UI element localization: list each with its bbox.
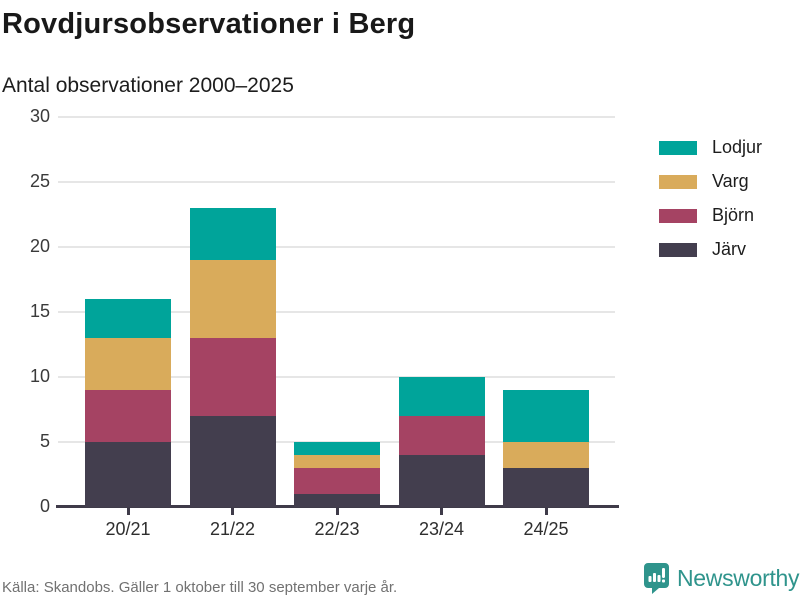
x-tick (231, 508, 234, 515)
bar-segment-21-22-lodjur (189, 208, 276, 260)
gridline-y-25 (58, 181, 615, 183)
x-tick-label: 24/25 (523, 519, 569, 539)
legend-label: Varg (712, 171, 749, 191)
bar-segment-20-21-lodjur (85, 299, 171, 338)
bar-segment-23-24-lodjur (398, 377, 485, 416)
x-tick (126, 508, 130, 515)
newsworthy-wordmark: Newsworthy (677, 565, 800, 591)
chart-subtitle: Antal observationer 2000–2025 (2, 74, 294, 97)
bar-segment-24-25-järv (503, 468, 589, 507)
y-tick-label: 30 (29, 106, 50, 126)
legend-label: Järv (712, 239, 747, 259)
bar-segment-20-21-järv (85, 442, 171, 507)
newsworthy-bubble-icon (644, 563, 669, 594)
gridline-y-10 (58, 376, 615, 378)
y-tick-label: 15 (29, 301, 50, 321)
bar-segment-24-25-lodjur (503, 390, 589, 442)
legend-item-varg: Varg (659, 171, 762, 192)
page-title: Rovdjursobservationer i Berg (2, 8, 416, 40)
bar-segment-22-23-björn (294, 468, 380, 494)
legend-swatch-varg (659, 174, 697, 189)
legend-swatch-björn (659, 208, 697, 223)
bar-segment-22-23-lodjur (294, 442, 380, 455)
y-tick-label: 20 (29, 236, 50, 256)
newsworthy-logo[interactable]: Newsworthy (644, 563, 800, 594)
legend-item-lodjur: Lodjur (659, 137, 762, 158)
x-tick-label: 20/21 (105, 519, 151, 539)
bar-segment-23-24-järv (398, 455, 485, 507)
plot-area: 0 5 10 15 20 25 30 20/21 21/22 22/23 23/24 24/25 (30, 106, 619, 539)
y-tick-label: 0 (39, 496, 50, 516)
legend-swatch-järv (659, 242, 697, 257)
y-tick-label: 10 (29, 366, 50, 386)
bar-segment-20-21-varg (85, 338, 171, 390)
source-note: Källa: Skandobs. Gäller 1 oktober till 3… (2, 579, 398, 596)
gridline-y-15 (58, 311, 615, 313)
x-tick-label: 22/23 (314, 519, 360, 539)
legend-swatch-lodjur (659, 140, 697, 155)
gridline-y-30 (58, 116, 615, 118)
y-tick-label: 5 (39, 431, 50, 451)
bar-segment-23-24-björn (398, 416, 485, 455)
bar-segment-21-22-björn (189, 338, 276, 416)
bar-segment-21-22-järv (189, 416, 276, 507)
chart-legend: Lodjur Varg Björn Järv (659, 137, 762, 260)
x-tick (544, 508, 548, 515)
bar-segment-20-21-björn (85, 390, 171, 442)
bar-segment-22-23-varg (294, 455, 380, 468)
x-tick-label: 23/24 (418, 519, 465, 539)
x-tick-label: 21/22 (209, 519, 256, 539)
y-tick-label: 25 (29, 171, 50, 191)
legend-item-björn: Björn (659, 205, 762, 226)
bar-segment-21-22-varg (189, 260, 276, 338)
legend-item-järv: Järv (659, 239, 762, 260)
x-tick (335, 508, 339, 515)
legend-label: Björn (712, 205, 755, 225)
legend-label: Lodjur (712, 137, 763, 157)
x-tick (440, 508, 443, 515)
bar-segment-22-23-järv (294, 494, 380, 507)
bar-segment-24-25-varg (503, 442, 589, 468)
gridline-y-20 (58, 246, 615, 248)
